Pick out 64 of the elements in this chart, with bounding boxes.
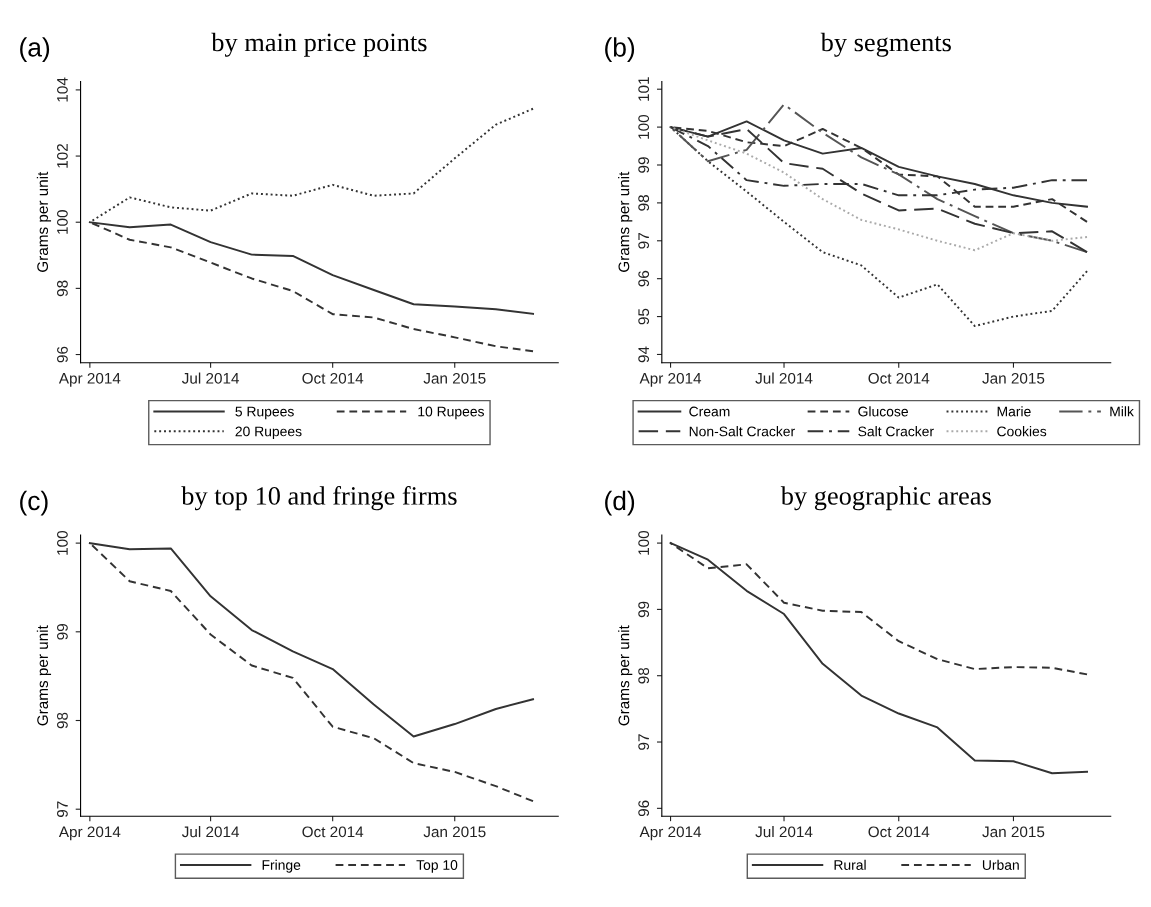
legend-label: Cream <box>689 406 730 417</box>
text: (b) <box>605 37 635 62</box>
chart-title: by main price points <box>211 32 427 57</box>
y-tick-label: 96 <box>57 346 68 363</box>
legend-label: 20 Rupees <box>235 426 302 440</box>
y-tick-label: 95 <box>638 308 650 325</box>
text: (a) <box>20 37 50 62</box>
x-tick-label: Jul 2014 <box>755 372 813 384</box>
x-tick-label: Jan 2015 <box>982 372 1045 384</box>
legend-label: Marie <box>997 406 1031 417</box>
x-tick-label: Apr 2014 <box>58 826 121 841</box>
y-axis-title: Grams per unit <box>618 625 633 726</box>
legend-label: Glucose <box>858 406 908 417</box>
x-tick-label: Jan 2015 <box>423 372 486 384</box>
x-tick-label: Oct 2014 <box>302 826 364 838</box>
y-tick-label: 99 <box>638 157 650 173</box>
y-tick-label: 96 <box>638 800 650 817</box>
chart-title: by top 10 and fringe firms <box>181 486 457 511</box>
y-tick-label: 97 <box>638 233 650 249</box>
x-tick-label: Jan 2015 <box>423 826 486 838</box>
x-tick-label: Oct 2014 <box>302 372 364 384</box>
y-tick-label: 98 <box>57 280 68 297</box>
legend-label: Milk <box>1110 406 1134 417</box>
legend-label: Cookies <box>997 426 1047 437</box>
y-tick-label: 100 <box>638 114 650 139</box>
legend-label: 10 Rupees <box>418 406 484 420</box>
y-tick-label: 97 <box>638 734 650 750</box>
legend-label: 5 Rupees <box>235 406 294 420</box>
y-tick-label: 100 <box>638 530 650 555</box>
x-tick-label: Oct 2014 <box>868 826 930 838</box>
x-tick-label: Apr 2014 <box>639 372 702 387</box>
legend-label: Top 10 <box>416 860 458 873</box>
y-tick-label: 99 <box>638 601 650 618</box>
y-tick-label: 100 <box>57 210 68 234</box>
x-tick-label: Jul 2014 <box>181 372 240 384</box>
y-tick-label: 96 <box>638 270 650 287</box>
legend-label: Rural <box>834 859 866 870</box>
y-axis-title: Grams per unit <box>36 171 52 272</box>
y-axis-title: Grams per unit <box>618 171 633 272</box>
y-tick-label: 99 <box>57 624 68 640</box>
x-tick-label: Jul 2014 <box>181 826 240 838</box>
y-tick-label: 94 <box>638 346 650 363</box>
x-tick-label: Apr 2014 <box>58 372 121 387</box>
text: (c) <box>20 490 48 516</box>
chart-title: by geographic areas <box>780 486 991 511</box>
y-tick-label: 104 <box>57 77 68 102</box>
legend-label: Fringe <box>262 859 301 873</box>
chart-title: by segments <box>820 32 951 57</box>
text: Urban <box>982 859 1019 870</box>
legend-label: Salt Cracker <box>858 426 934 437</box>
x-tick-label: Oct 2014 <box>868 372 930 384</box>
y-tick-label: 101 <box>638 77 650 101</box>
y-tick-label: 98 <box>638 667 650 684</box>
y-axis-title: Grams per unit <box>36 625 52 726</box>
y-tick-label: 100 <box>57 530 68 555</box>
x-tick-label: Apr 2014 <box>639 826 702 841</box>
text: (d) <box>605 490 635 516</box>
y-tick-label: 98 <box>638 195 650 211</box>
x-tick-label: Jan 2015 <box>982 826 1045 838</box>
legend-label: Non-Salt Cracker <box>689 426 795 437</box>
y-tick-label: 102 <box>57 144 68 168</box>
y-tick-label: 97 <box>57 801 68 817</box>
y-tick-label: 98 <box>57 712 68 729</box>
x-tick-label: Jul 2014 <box>755 826 813 838</box>
